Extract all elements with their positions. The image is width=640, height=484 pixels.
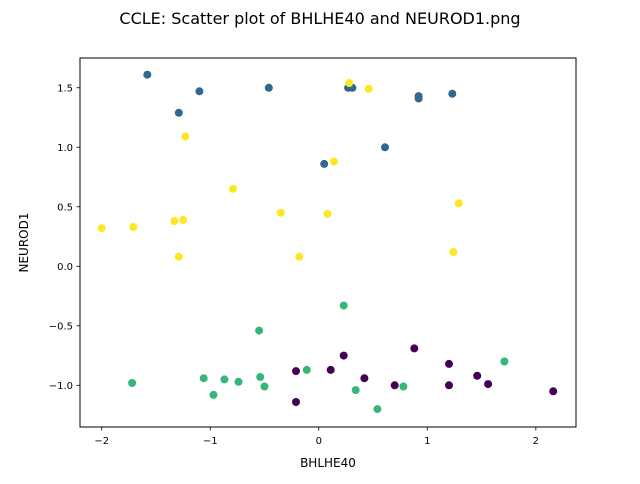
y-axis-ticks: −1.0 −0.5 0.0 0.5 1.0 1.5 [49, 83, 80, 392]
y-tick-label: −1.0 [49, 381, 73, 392]
data-point [351, 386, 360, 395]
data-point [220, 375, 229, 384]
data-point [264, 83, 273, 92]
data-point [381, 143, 389, 152]
data-point [364, 84, 373, 93]
data-point [500, 357, 509, 366]
data-point [174, 252, 183, 261]
data-point [276, 208, 285, 217]
data-point [97, 224, 106, 233]
data-point [129, 223, 138, 231]
data-point [339, 301, 348, 310]
data-point [326, 365, 335, 374]
data-point [295, 252, 304, 261]
data-point [445, 359, 453, 368]
data-point [260, 382, 269, 391]
x-tick-label: 1 [424, 436, 430, 447]
data-point [399, 382, 408, 391]
x-axis-label: BHLHE40 [300, 456, 356, 470]
data-point [234, 377, 243, 386]
data-point [360, 374, 369, 383]
x-tick-label: 2 [533, 436, 539, 447]
data-point [170, 217, 179, 226]
data-point [179, 215, 188, 224]
data-point [448, 89, 457, 98]
data-point [320, 159, 329, 168]
x-tick-label: 0 [316, 436, 322, 447]
data-point [410, 344, 419, 353]
data-point [445, 381, 453, 390]
data-point [484, 380, 493, 389]
data-point [181, 132, 190, 141]
data-point [549, 387, 558, 396]
y-tick-label: −0.5 [49, 321, 73, 332]
y-axis-label: NEUROD1 [17, 213, 31, 273]
data-point [256, 373, 265, 381]
data-point [255, 326, 264, 335]
data-point [390, 381, 399, 390]
data-points [97, 70, 558, 414]
x-tick-label: −1 [203, 436, 218, 447]
data-point [229, 184, 237, 193]
data-point [454, 199, 463, 208]
data-point [195, 87, 204, 96]
data-point [339, 351, 348, 360]
data-point [449, 248, 458, 256]
x-tick-label: −2 [94, 436, 109, 447]
data-point [414, 94, 423, 103]
data-point [292, 398, 300, 406]
y-tick-label: 1.5 [57, 83, 73, 94]
chart-title: CCLE: Scatter plot of BHLHE40 and NEUROD… [119, 9, 520, 28]
data-point [345, 79, 354, 87]
data-point [128, 379, 137, 387]
data-point [292, 367, 300, 376]
data-point [143, 70, 152, 79]
x-axis-ticks: −2 −1 0 1 2 [94, 427, 539, 447]
data-point [199, 374, 208, 383]
y-tick-label: 0.0 [57, 262, 73, 273]
data-point [174, 108, 183, 117]
data-point [330, 157, 338, 166]
y-tick-label: 0.5 [57, 202, 73, 213]
data-point [323, 209, 332, 218]
y-tick-label: 1.0 [57, 143, 73, 154]
axes-frame [79, 57, 577, 428]
data-point [373, 405, 382, 414]
data-point [473, 371, 482, 380]
data-point [302, 365, 311, 374]
data-point [209, 390, 218, 399]
